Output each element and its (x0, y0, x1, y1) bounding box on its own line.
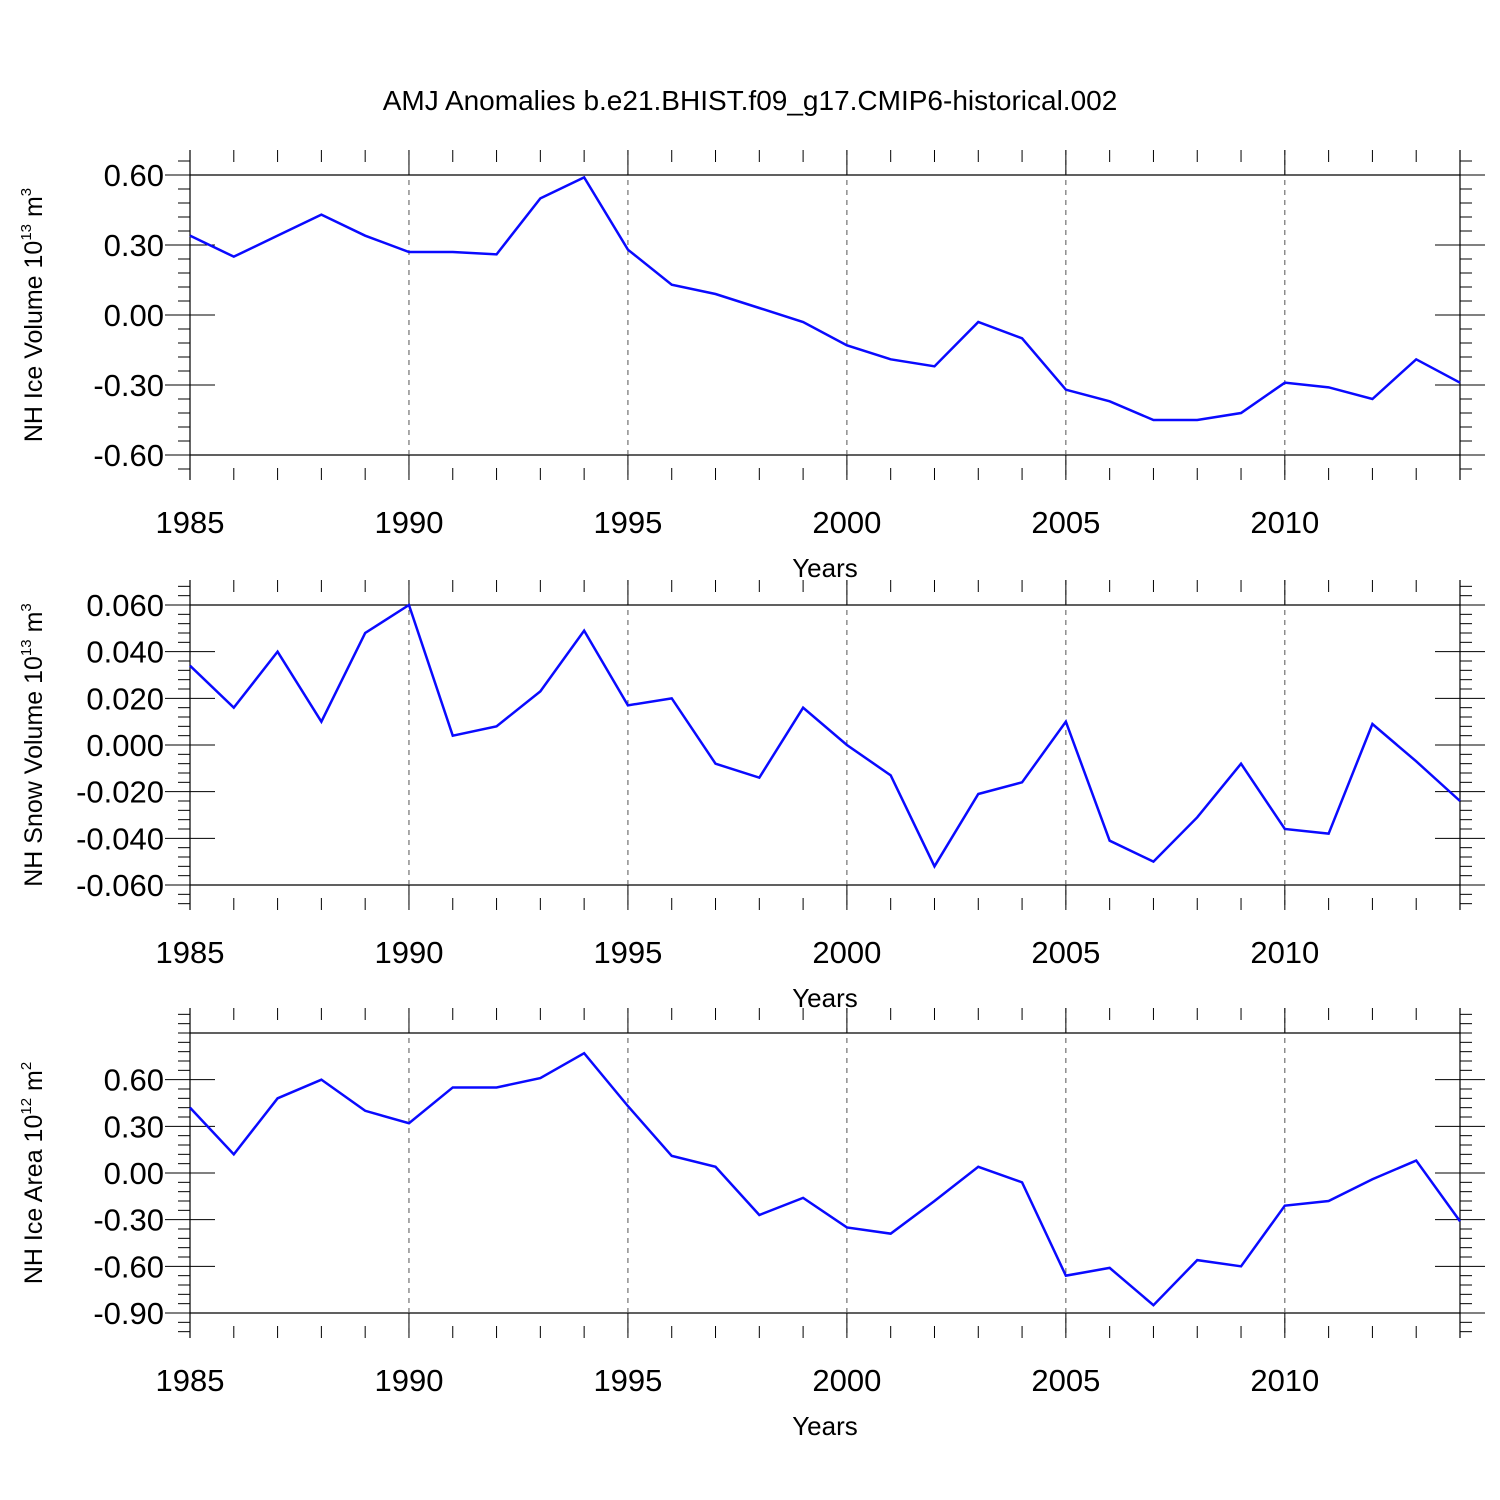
x-tick-label: 1990 (374, 1363, 443, 1398)
y-tick-label: 0.00 (104, 298, 164, 333)
x-tick-label: 2000 (812, 935, 881, 970)
y-tick-label: 0.00 (104, 1156, 164, 1191)
y-tick-label: -0.30 (93, 368, 164, 403)
x-tick-label: 2000 (812, 1363, 881, 1398)
y-tick-label: 0.30 (104, 228, 164, 263)
y-axis-label-part: m (20, 1070, 48, 1098)
x-tick-label: 2005 (1031, 1363, 1100, 1398)
panel-2: -0.060 -0.040 -0.020 0.000 0.020 0.040 0.060 19… (18, 580, 1485, 1013)
x-tick-label: 1985 (156, 505, 225, 540)
y-axis-label: NH Snow Volume 1013 m3 (18, 603, 48, 887)
y-axis-label-part: NH Ice Area 10 (20, 1115, 48, 1285)
x-tick-label: 1985 (156, 935, 225, 970)
series-line (189, 1051, 1462, 1307)
y-axis-label-part: NH Ice Volume 10 (20, 241, 48, 443)
y-axis-label-part: NH Snow Volume 10 (20, 656, 48, 887)
y-axis-label-superscript: 13 (18, 224, 35, 241)
series-line (189, 603, 1461, 869)
y-tick-label: -0.90 (93, 1296, 164, 1331)
x-tick-label: 2005 (1031, 935, 1100, 970)
x-axis-label: Years (792, 1411, 858, 1441)
x-tick-label: 2010 (1250, 1363, 1319, 1398)
y-axis-label: NH Ice Area 1012 m2 (18, 1062, 48, 1284)
x-tick-label: 2010 (1250, 505, 1319, 540)
y-axis-label-superscript: 12 (18, 1098, 35, 1115)
y-tick-label: 0.000 (86, 728, 164, 763)
x-axis-label: Years (792, 983, 858, 1013)
x-tick-label: 1990 (374, 505, 443, 540)
y-tick-label: 0.040 (86, 635, 164, 670)
y-tick-label: -0.60 (93, 1249, 164, 1284)
y-tick-label: -0.020 (76, 775, 164, 810)
x-tick-label: 2010 (1250, 935, 1319, 970)
y-axis-label-superscript: 3 (18, 188, 35, 196)
panel-1: -0.60 -0.30 0.00 0.30 0.60 1985 1990 1995 2000 20… (18, 150, 1485, 583)
x-tick-label: 1995 (593, 505, 662, 540)
y-tick-label: 0.60 (104, 1063, 164, 1098)
y-tick-label: -0.060 (76, 868, 164, 903)
y-tick-label: 0.020 (86, 681, 164, 716)
x-tick-label: 1995 (593, 935, 662, 970)
y-axis-label-part: m (20, 612, 48, 640)
y-tick-label: 0.30 (104, 1109, 164, 1144)
y-tick-label: 0.60 (104, 158, 164, 193)
y-axis-label-superscript: 13 (18, 639, 35, 656)
x-axis-label: Years (792, 553, 858, 583)
x-tick-label: 1985 (156, 1363, 225, 1398)
y-axis-label-part: m (20, 196, 48, 224)
series-line (189, 175, 1461, 422)
x-tick-label: 2000 (812, 505, 881, 540)
y-axis-label-superscript: 3 (18, 603, 35, 611)
y-tick-label: -0.30 (93, 1203, 164, 1238)
y-axis-label: NH Ice Volume 1013 m3 (18, 188, 48, 442)
y-tick-label: -0.60 (93, 438, 164, 473)
y-tick-label: 0.060 (86, 588, 164, 623)
y-tick-label: -0.040 (76, 821, 164, 856)
figure-title: AMJ Anomalies b.e21.BHIST.f09_g17.CMIP6-… (383, 85, 1118, 116)
y-axis-label-superscript: 2 (18, 1062, 35, 1070)
x-tick-label: 1990 (374, 935, 443, 970)
x-tick-label: 1995 (593, 1363, 662, 1398)
panel-3: -0.90 -0.60 -0.30 0.00 0.30 0.60 1985 1990 1995 2… (18, 1008, 1485, 1441)
x-tick-label: 2005 (1031, 505, 1100, 540)
